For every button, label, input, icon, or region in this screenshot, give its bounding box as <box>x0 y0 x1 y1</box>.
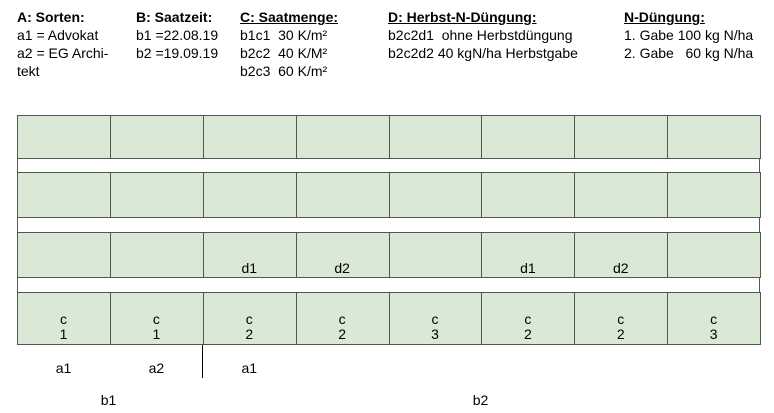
plot <box>574 292 669 345</box>
variety-label: a1 <box>55 360 72 376</box>
plot <box>295 232 390 278</box>
plot <box>481 292 576 345</box>
legend-line: b2c2d1 ohne Herbstdüngung <box>388 27 573 43</box>
plot-number: 2 <box>523 326 532 342</box>
plot-number: 2 <box>616 326 625 342</box>
plot <box>17 172 111 218</box>
separator <box>17 158 760 173</box>
plot-label: c <box>245 311 253 327</box>
plot-label: c <box>617 311 625 327</box>
legend-line: 1. Gabe 100 kg N/ha <box>624 27 754 43</box>
plot <box>574 172 669 218</box>
plot-label: c <box>524 311 532 327</box>
legend-line: tekt <box>17 63 40 79</box>
plot <box>574 115 669 159</box>
legend-line: b1 =22.08.19 <box>136 27 219 43</box>
legend-line: b2c2d2 40 kgN/ha Herbstgabe <box>388 45 578 61</box>
plot <box>574 232 669 278</box>
plot <box>481 115 576 159</box>
plot <box>667 115 761 159</box>
plot <box>481 172 576 218</box>
plot-number: 1 <box>152 326 161 342</box>
legend-title: D: Herbst-N-Düngung: <box>388 9 537 25</box>
plot-label: c <box>338 311 346 327</box>
plot <box>17 115 111 159</box>
sowing-label: b1 <box>100 392 117 408</box>
plot <box>388 292 483 345</box>
legend-line: a1 = Advokat <box>17 27 99 43</box>
plot <box>667 292 761 345</box>
plot-label: d1 <box>241 260 258 276</box>
plot-label: c <box>60 311 67 327</box>
legend-line: a2 = EG Archi- <box>17 45 109 61</box>
plot-label: d2 <box>612 260 629 276</box>
plot-number: 2 <box>245 326 254 342</box>
legend-title: C: Saatmenge: <box>240 9 339 25</box>
legend-line: b2 =19.09.19 <box>136 45 219 61</box>
plot <box>481 232 576 278</box>
plot-label: d2 <box>334 260 350 276</box>
plot-number: 2 <box>338 326 347 342</box>
plot <box>109 292 204 345</box>
plot <box>295 172 390 218</box>
plot <box>202 232 297 278</box>
plot <box>109 232 204 278</box>
sowing-label: b2 <box>472 392 489 408</box>
plot <box>202 115 297 159</box>
plot <box>109 172 204 218</box>
plot <box>202 292 297 345</box>
variety-label: a1 <box>241 360 258 376</box>
plot-number: 1 <box>59 326 68 342</box>
divider <box>202 345 203 378</box>
legend-line: b1c1 30 K/m² <box>240 27 328 43</box>
legend-title: A: Sorten: <box>17 9 85 25</box>
legend-title: N-Düngung: <box>624 9 705 25</box>
plot <box>667 172 761 218</box>
plot <box>388 115 483 159</box>
plot <box>202 172 297 218</box>
plot-label: c <box>710 311 718 327</box>
plot <box>17 292 111 345</box>
separator <box>17 277 760 293</box>
plot <box>388 172 483 218</box>
legend-line: b2c3 60 K/m² <box>240 63 328 79</box>
plot-number: 3 <box>431 326 439 342</box>
plot <box>388 232 483 278</box>
plot <box>667 232 761 278</box>
legend-line: 2. Gabe 60 kg N/ha <box>624 45 754 61</box>
plot-label: c <box>152 311 160 327</box>
plot <box>17 232 111 278</box>
plot-label: d1 <box>520 260 536 276</box>
separator <box>17 217 760 233</box>
plot <box>109 115 204 159</box>
plot-number: 3 <box>709 326 718 342</box>
plot-label: c <box>431 311 439 327</box>
variety-label: a2 <box>148 360 165 376</box>
legend-line: b2c2 40 K/M² <box>240 45 328 61</box>
plot <box>295 115 390 159</box>
legend-title: B: Saatzeit: <box>136 9 213 25</box>
